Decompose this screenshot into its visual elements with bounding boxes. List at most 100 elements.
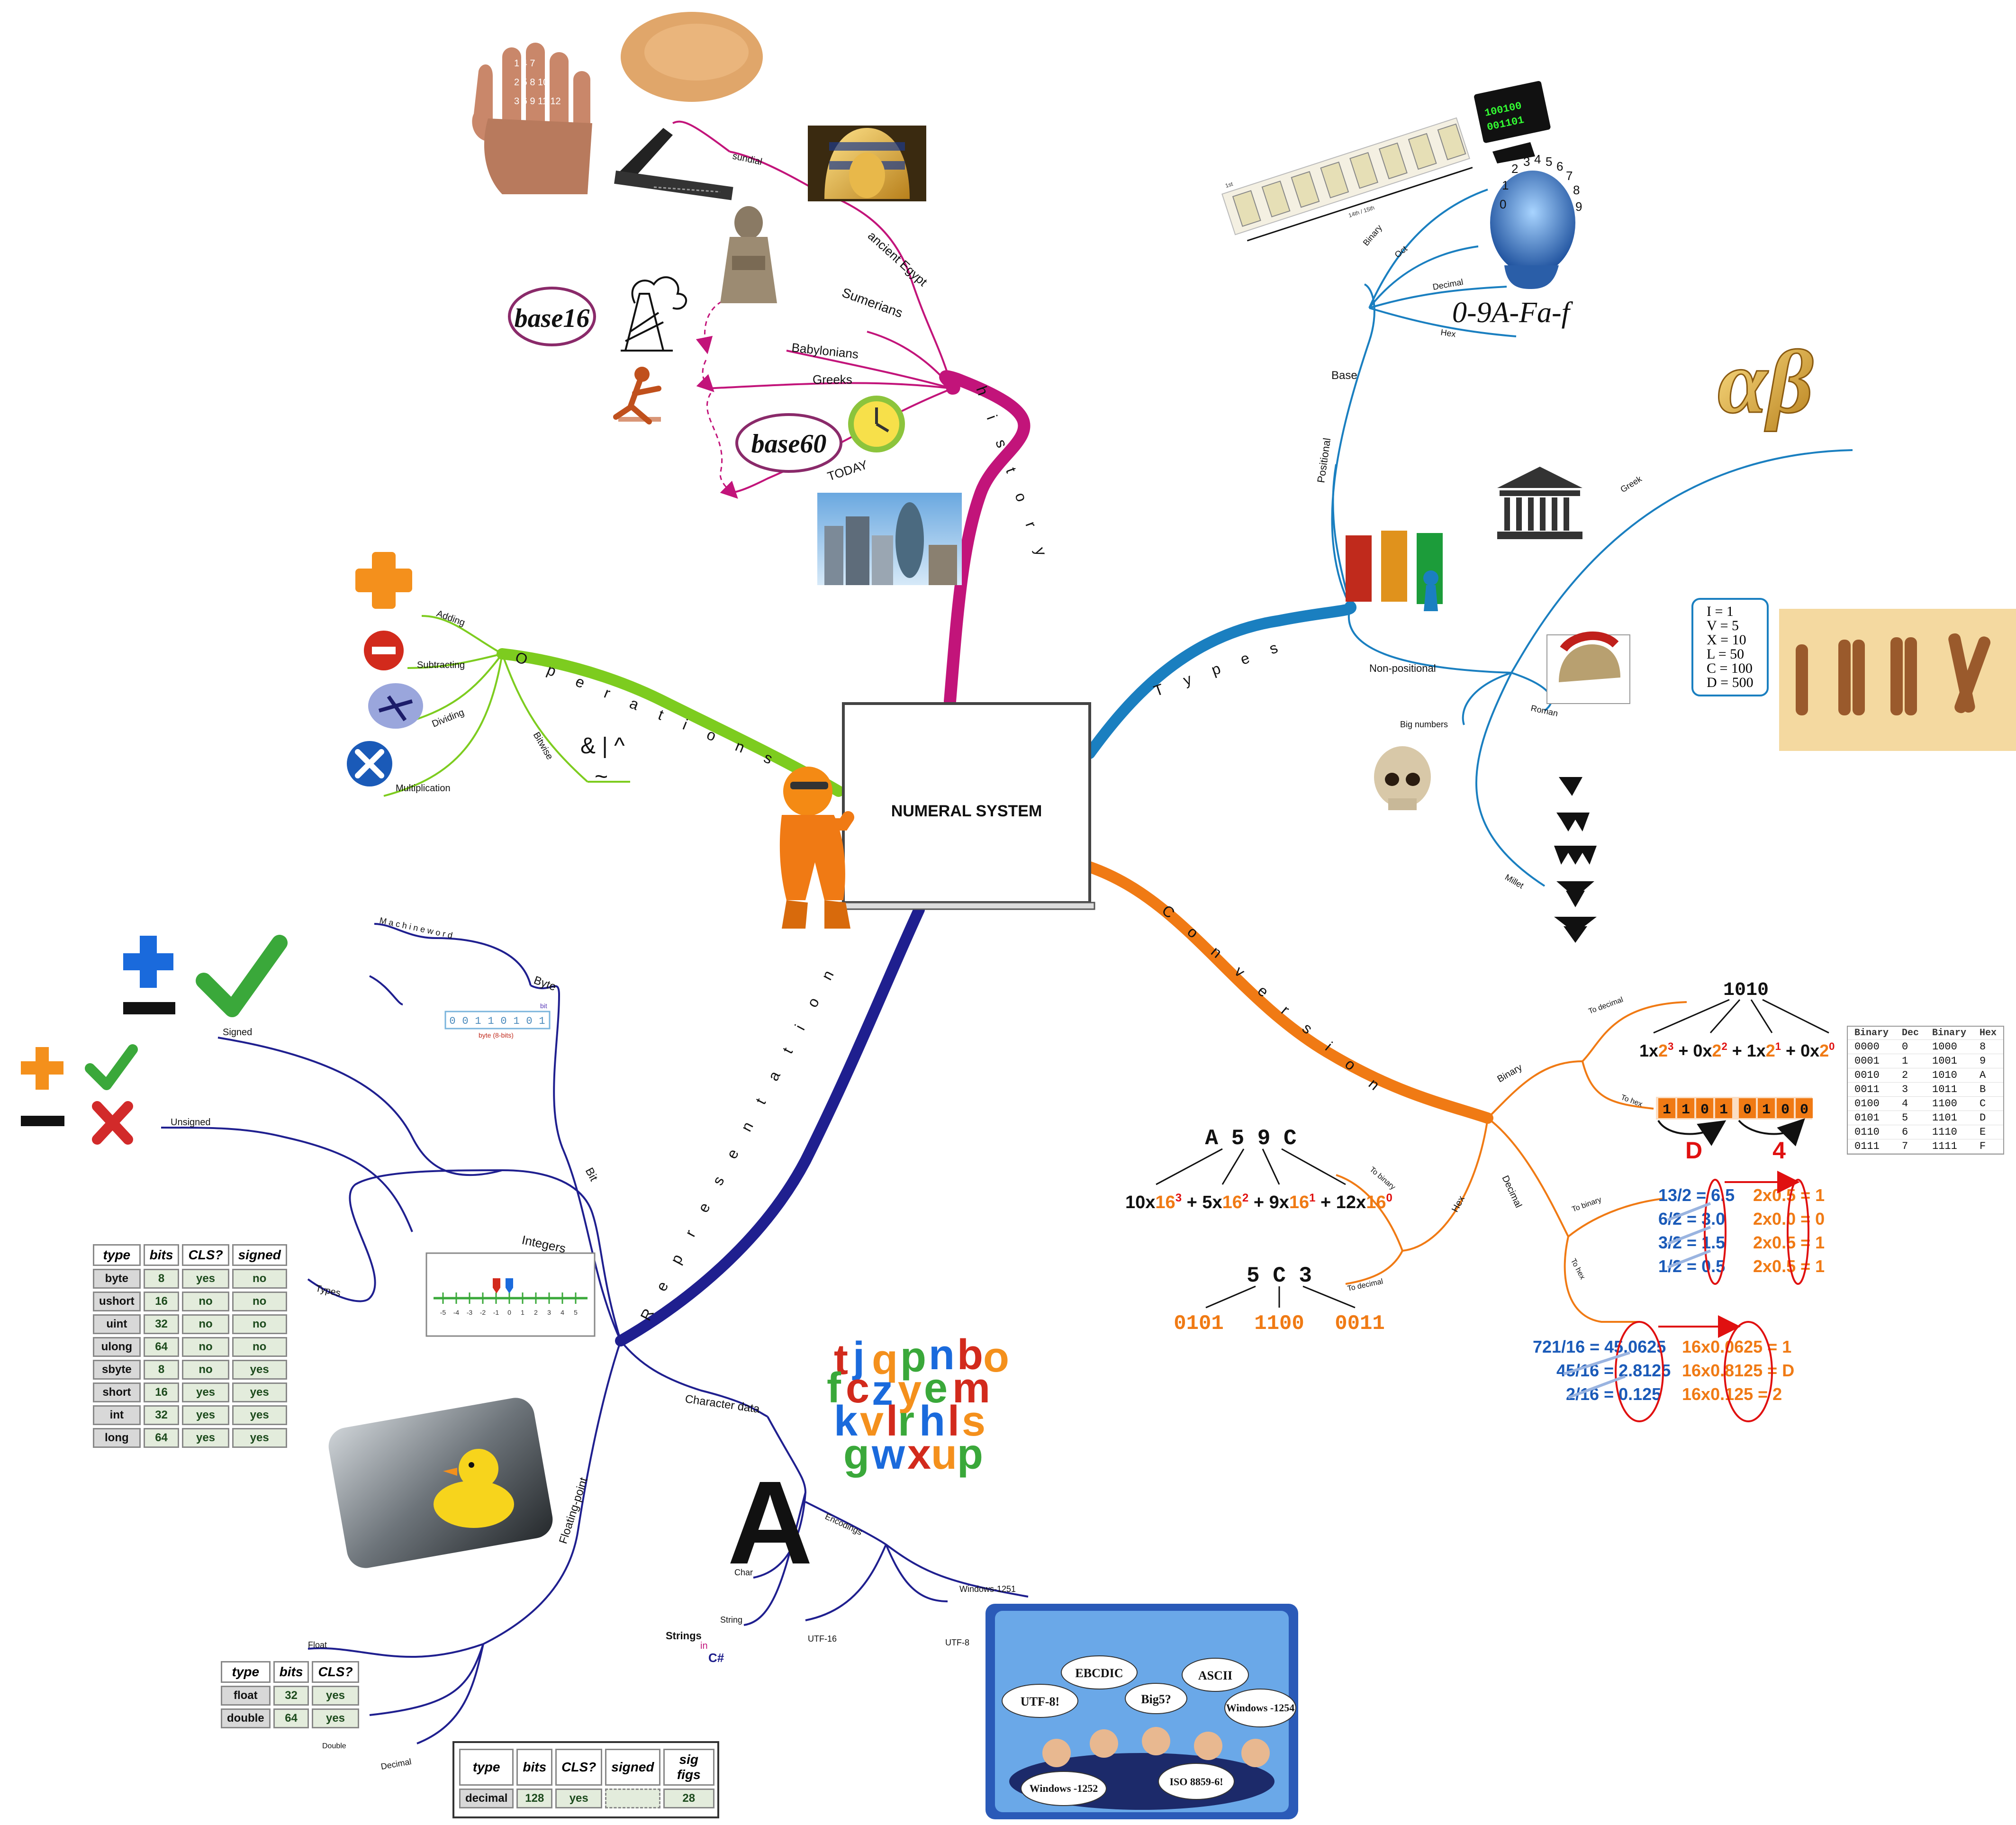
svg-text:x: x — [907, 1431, 931, 1478]
char-label: Char — [734, 1568, 753, 1577]
table-row: sbyte 8 no yes — [93, 1360, 287, 1380]
table-row: ushort 16 no no — [93, 1292, 287, 1311]
hex-bits-2: 1100 — [1254, 1312, 1304, 1336]
svg-text:3 6 9 11 12: 3 6 9 11 12 — [514, 96, 561, 107]
history-dashed-arrows — [696, 298, 738, 499]
hex-digits-script: 0-9A-Fa-f — [1452, 297, 1573, 329]
svg-text:4: 4 — [1534, 152, 1541, 166]
svg-text:5: 5 — [1546, 154, 1552, 169]
types-base-label: Base — [1331, 369, 1357, 382]
svg-text:3: 3 — [547, 1309, 551, 1316]
svg-text:k: k — [834, 1398, 858, 1445]
table-row: 0001 1 1001 9 — [1848, 1054, 2004, 1068]
hex-tree-lines — [1156, 1148, 1346, 1185]
table-row: long 64 yes yes — [93, 1428, 287, 1448]
history-item-sundial: sundial — [732, 151, 763, 167]
millet-numerals-image — [1554, 777, 1597, 943]
check-icon — [196, 935, 288, 1017]
svg-text:v: v — [860, 1398, 884, 1445]
svg-text:1: 1 — [539, 1015, 545, 1027]
signed-plus-minus-icon — [123, 936, 175, 1014]
small-check-icon — [85, 1044, 138, 1090]
svg-text:f: f — [827, 1364, 841, 1412]
tower-babel-image — [621, 276, 687, 352]
svg-text:7: 7 — [1566, 169, 1573, 183]
center-board: NUMERAL SYSTEM — [838, 702, 1095, 910]
svg-text:e: e — [924, 1364, 948, 1412]
svg-text:4: 4 — [561, 1309, 564, 1316]
svg-text:y: y — [898, 1367, 922, 1414]
skull-image — [1374, 746, 1431, 810]
greek-runner-image — [613, 367, 661, 425]
operations-item-multiplication: Multiplication — [396, 783, 451, 794]
svg-text:base16: base16 — [515, 304, 590, 333]
table-row: decimal 128 yes 28 — [459, 1789, 714, 1808]
binary-hex-reference-table: Binary Dec Binary Hex 0000 0 1000 8 0001 1 10… — [1847, 1026, 2005, 1155]
roman-fingers-image — [1779, 609, 2016, 751]
bit-caption: bit — [540, 1002, 547, 1010]
encoding-utf16: UTF-16 — [808, 1634, 837, 1644]
svg-text:721/16 = 45.0625: 721/16 = 45.0625 — [1533, 1337, 1666, 1356]
table-row: 0110 6 1110 E — [1848, 1125, 2004, 1139]
decimal-types-box: type bits CLS? signed sig figs decimal 1… — [452, 1741, 719, 1818]
hex-number-2: 5 C 3 — [1247, 1264, 1312, 1288]
number-line: -5 -4 -3 -2 -1 0 1 2 3 4 5 — [425, 1252, 596, 1337]
hex-result-d: D — [1685, 1137, 1702, 1164]
types-item-binary: Binary — [1361, 223, 1384, 248]
svg-text:h: h — [919, 1398, 945, 1445]
svg-text:p: p — [900, 1334, 926, 1381]
svg-text:1: 1 — [475, 1015, 481, 1027]
types-nonpositional-label: Non-positional — [1369, 662, 1436, 674]
types-branches — [1331, 189, 1853, 887]
svg-text:b: b — [957, 1331, 983, 1379]
svg-text:0: 0 — [1781, 1102, 1790, 1118]
decimal-label-repr: Decimal — [380, 1757, 412, 1771]
table-row: 0100 4 1100 C — [1848, 1096, 2004, 1111]
svg-text:Windows -1254: Windows -1254 — [1226, 1702, 1294, 1714]
main-branches — [497, 370, 1493, 1346]
svg-text:-1: -1 — [493, 1309, 499, 1316]
table-row: int 32 yes yes — [93, 1405, 287, 1425]
decimal-to-binary-marks — [1667, 1171, 1809, 1285]
svg-text:q: q — [872, 1336, 898, 1383]
svg-text:o: o — [983, 1334, 1009, 1381]
switches-image: 1st 14th / 15th — [1221, 117, 1473, 242]
table-row: 0000 0 1000 8 — [1848, 1039, 2004, 1054]
switch-label-1st: 1st — [1224, 181, 1234, 189]
svg-text:2 5 8 10: 2 5 8 10 — [514, 77, 548, 88]
svg-text:z: z — [872, 1367, 893, 1414]
svg-text:16x0.125 = 2: 16x0.125 = 2 — [1682, 1384, 1782, 1404]
svg-text:9: 9 — [1575, 199, 1582, 214]
roman-helmet-image — [1546, 631, 1630, 704]
svg-text:-2: -2 — [480, 1309, 486, 1316]
encodings-label: Encodings — [823, 1511, 864, 1537]
byte-diagram: 0 0 1 1 0 1 0 1 bit byte (8-bits) — [444, 1002, 551, 1039]
roman-numerals-box: I = 1 V = 5 X = 10 L = 50 C = 100 D = 50… — [1691, 598, 1769, 696]
svg-text:c: c — [846, 1364, 869, 1412]
svg-text:l: l — [948, 1398, 959, 1445]
conversion-to-binary-1: To binary — [1368, 1165, 1397, 1192]
svg-text:UTF-8!: UTF-8! — [1021, 1695, 1059, 1708]
svg-text:1: 1 — [1682, 1102, 1690, 1118]
table-row: uint 32 no no — [93, 1314, 287, 1334]
bit-label: Bit — [583, 1165, 600, 1184]
colorful-letters-image: t j q p n b o f c z y e m k v l r h l s … — [827, 1331, 1009, 1478]
conversion-decimal-label: Decimal — [1500, 1174, 1523, 1210]
london-skyline-image — [817, 493, 962, 585]
unsigned-plus-minus-icon — [21, 1047, 64, 1126]
svg-text:Big5?: Big5? — [1141, 1692, 1171, 1706]
types-item-roman: Roman — [1530, 703, 1559, 718]
representation-branches — [161, 923, 1029, 1744]
letter-a-image: A — [727, 1456, 813, 1589]
svg-text:-4: -4 — [453, 1309, 460, 1316]
svg-text:g: g — [843, 1431, 869, 1478]
svg-text:u: u — [931, 1431, 957, 1478]
svg-text:0: 0 — [1743, 1102, 1752, 1118]
svg-text:1: 1 — [1719, 1102, 1728, 1118]
decimal-types-table: type bits CLS? signed sig figs decimal 1… — [456, 1746, 717, 1811]
svg-text:0: 0 — [1700, 1102, 1709, 1118]
conversion-to-hex-2: To hex — [1569, 1257, 1586, 1281]
svg-text:1: 1 — [1502, 178, 1509, 192]
svg-text:ASCII: ASCII — [1198, 1669, 1232, 1682]
table-row: short 16 yes yes — [93, 1382, 287, 1402]
